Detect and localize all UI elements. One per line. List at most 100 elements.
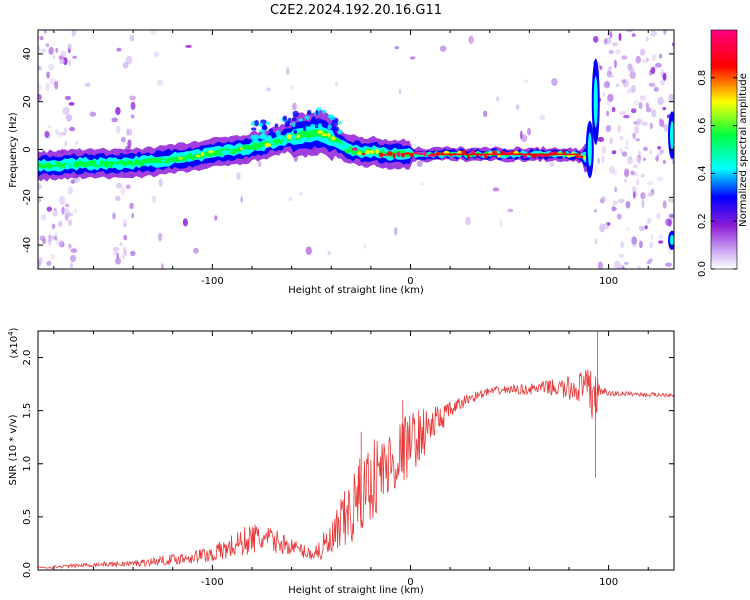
snr-frame bbox=[37, 330, 675, 571]
spectrogram-ridge-peak bbox=[213, 152, 218, 157]
spectrogram-noise-speck bbox=[663, 123, 670, 130]
spectrogram-noise-speck bbox=[59, 195, 66, 205]
spectrogram-noise-speck bbox=[409, 56, 416, 60]
spectrogram-noise-speck bbox=[153, 51, 160, 58]
spectrogram-ridge-peak bbox=[321, 133, 328, 137]
spectrogram-ridge-peak bbox=[221, 150, 227, 155]
spectrogram-ridge-peak bbox=[146, 157, 154, 163]
spectrogram-noise-speck bbox=[113, 251, 118, 256]
spectrogram-noise-speck bbox=[624, 145, 630, 150]
spectrogram-noise-speck bbox=[89, 111, 97, 117]
spectrogram-ridge-peak bbox=[409, 152, 415, 157]
snr-ytick-label: 0.5 bbox=[22, 509, 33, 525]
spectrogram-ridge-peak bbox=[230, 149, 236, 154]
spectrogram-ridge-peak bbox=[60, 163, 66, 169]
spectrogram-noise-speck bbox=[70, 248, 78, 253]
spectrogram-noise-speck bbox=[608, 166, 615, 174]
spectrogram-ridge-spread bbox=[261, 124, 268, 130]
spectrogram-ridge-peak bbox=[404, 152, 411, 155]
spectrogram-noise-speck bbox=[636, 118, 641, 126]
snr-scale-exponent: 4 bbox=[7, 331, 15, 336]
spectrogram-noise-speck bbox=[266, 87, 271, 92]
spectrogram-noise-speck bbox=[161, 263, 164, 269]
spectrogram-noise-speck bbox=[632, 132, 636, 139]
spectrogram-noise-speck bbox=[285, 67, 290, 76]
spectrogram-noise-speck bbox=[62, 107, 70, 115]
spectrogram-noise-speck bbox=[54, 232, 59, 237]
spectrogram-noise-speck bbox=[59, 241, 65, 248]
spectrogram-noise-speck bbox=[236, 172, 241, 180]
spectrogram-ridge-peak bbox=[113, 163, 118, 168]
spectrogram-noise-speck bbox=[594, 209, 597, 213]
spectrogram-noise-speck bbox=[75, 141, 78, 145]
spectrogram-noise-speck bbox=[288, 196, 293, 202]
spectrogram-noise-speck bbox=[38, 66, 42, 71]
spectrogram-noise-speck bbox=[640, 173, 645, 178]
spectrogram-panel: -100 0 100 -40 -20 0 20 40 Height of straight l… bbox=[8, 29, 675, 296]
spectrogram-ridge-spread bbox=[333, 126, 340, 132]
spectrogram-ridge-peak bbox=[562, 150, 566, 155]
spectrogram-ridge-peak bbox=[164, 159, 171, 164]
spectrogram-noise-speck bbox=[68, 219, 73, 226]
spectrogram-noise-speck bbox=[641, 59, 648, 64]
spectrogram-ridge-spread bbox=[315, 110, 319, 116]
spectrogram-ridge-peak bbox=[305, 129, 310, 135]
spectrogram-noise-speck bbox=[111, 117, 118, 123]
spectrogram-noise-speck bbox=[57, 131, 63, 137]
spectrogram-noise-speck bbox=[657, 146, 661, 150]
spectrogram-noise-speck bbox=[70, 262, 73, 269]
spectrogram-noise-speck bbox=[38, 197, 42, 203]
spectrogram-noise-speck bbox=[130, 250, 136, 256]
spectrogram-noise-speck bbox=[84, 82, 91, 87]
spectrogram-ridge-spread bbox=[302, 124, 307, 132]
spectrogram-noise-speck bbox=[623, 178, 627, 183]
spectrogram-noise-speck bbox=[42, 238, 46, 245]
spectrogram-noise-speck bbox=[50, 235, 56, 240]
spectrogram-ytick-label: -20 bbox=[22, 189, 33, 205]
spectrogram-ridge-peak bbox=[357, 151, 362, 156]
spectrogram-ridge-peak bbox=[57, 162, 61, 168]
spectrogram-ridge-peak bbox=[374, 148, 379, 154]
spectrogram-noise-speck bbox=[636, 265, 642, 269]
spectrogram-ridge-peak bbox=[413, 151, 419, 155]
spectrogram-noise-speck bbox=[127, 128, 133, 136]
spectrogram-noise-speck bbox=[158, 178, 163, 187]
spectrogram-noise-speck bbox=[613, 260, 621, 269]
spectrogram-noise-speck bbox=[47, 63, 55, 71]
spectrogram-ridge-spread bbox=[315, 118, 323, 124]
spectrogram-noise-speck bbox=[115, 107, 121, 115]
spectrogram-ridge-peak bbox=[178, 156, 184, 160]
spectrogram-ridge-peak bbox=[343, 146, 349, 150]
spectrogram-ridge-peak bbox=[370, 149, 375, 155]
spectrogram-noise-speck bbox=[499, 218, 503, 228]
spectrogram-noise-speck bbox=[38, 93, 42, 101]
spectrogram-noise-speck bbox=[662, 107, 667, 111]
spectrogram-ridge-peak bbox=[134, 159, 140, 163]
spectrogram-noise-speck bbox=[394, 226, 398, 236]
spectrogram-noise-speck bbox=[609, 31, 613, 39]
spectrogram-ridge-spread bbox=[274, 123, 279, 128]
spectrogram-noise-speck bbox=[157, 232, 163, 242]
snr-xtick-label: 0 bbox=[407, 577, 413, 588]
spectrogram-noise-speck bbox=[46, 71, 50, 79]
spectrogram-ridge-peak bbox=[383, 153, 388, 156]
spectrogram-noise-speck bbox=[660, 79, 666, 86]
spectrogram-ridge-peak bbox=[317, 130, 324, 134]
spectrogram-xtick-label: 100 bbox=[599, 276, 618, 287]
spectrogram-noise-speck bbox=[50, 253, 56, 260]
spectrogram-noise-speck bbox=[624, 227, 630, 231]
spectrogram-noise-speck bbox=[61, 131, 67, 136]
spectrogram-noise-speck bbox=[597, 136, 605, 143]
spectrogram-ridge-spread bbox=[275, 130, 281, 137]
spectrogram-ridge-peak bbox=[539, 154, 546, 158]
spectrogram-noise-speck bbox=[55, 128, 59, 135]
spectrogram-ridge-peak bbox=[96, 160, 100, 166]
spectrogram-noise-speck bbox=[465, 216, 471, 226]
spectrogram-ridge-peak bbox=[152, 157, 157, 163]
spectrogram-noise-speck bbox=[129, 95, 136, 101]
spectrogram-ridge-peak bbox=[510, 150, 514, 154]
spectrogram-ridge-peak bbox=[296, 134, 301, 139]
spectrogram-ridge-peak bbox=[90, 159, 97, 164]
spectrogram-noise-speck bbox=[621, 79, 626, 84]
